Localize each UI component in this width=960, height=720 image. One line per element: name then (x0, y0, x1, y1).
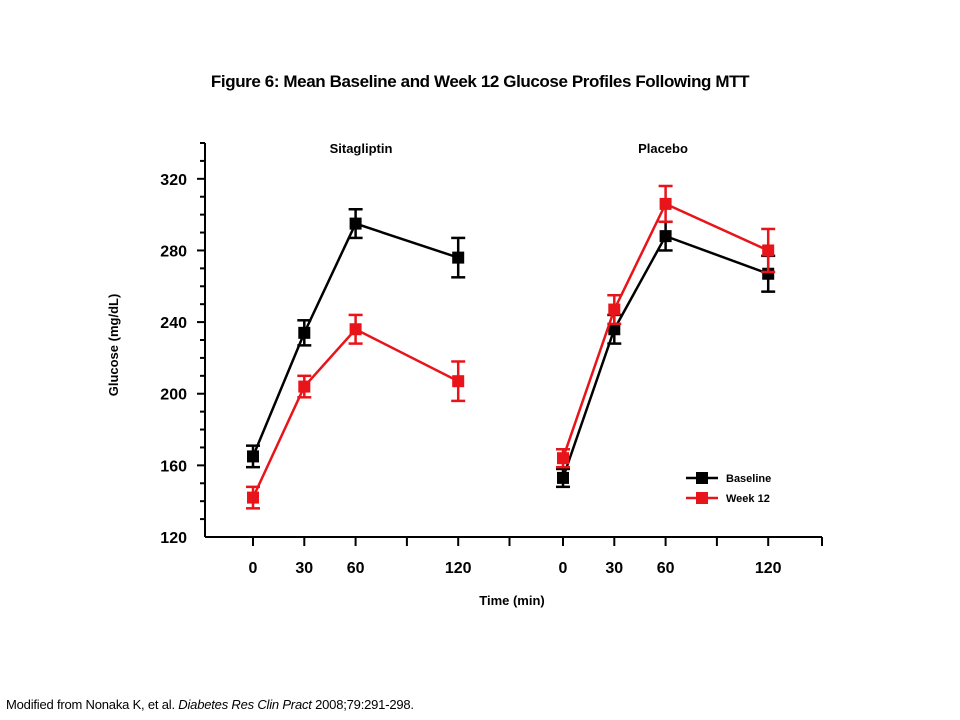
data-point-marker (452, 251, 465, 264)
citation: Modified from Nonaka K, et al. Diabetes … (6, 697, 414, 712)
data-point-marker (247, 450, 259, 463)
citation-prefix: Modified from Nonaka K, et al. (6, 697, 179, 712)
data-point-marker (298, 326, 311, 339)
citation-suffix: 2008;79:291-298. (311, 697, 414, 712)
figure-title: Figure 6: Mean Baseline and Week 12 Gluc… (210, 72, 750, 91)
y-tick-label: 240 (160, 315, 187, 332)
y-tick-label: 320 (160, 172, 187, 189)
series-line-baseline (561, 234, 769, 479)
x-tick-label: 30 (295, 560, 313, 577)
y-axis-title: Glucose (mg/dL) (106, 294, 121, 397)
x-tick-label: 30 (605, 560, 623, 577)
y-tick-label: 120 (160, 530, 187, 547)
y-tick-label: 200 (160, 387, 187, 404)
legend-label: Week 12 (726, 493, 770, 505)
data-point-marker (608, 323, 621, 336)
series-line-baseline (251, 222, 459, 457)
y-tick-label: 160 (160, 458, 187, 475)
citation-journal: Diabetes Res Clin Pract (178, 697, 312, 712)
x-tick-label: 60 (347, 560, 365, 577)
x-tick-label: 60 (657, 560, 675, 577)
data-point-marker (452, 375, 465, 388)
x-tick-label: 120 (445, 560, 472, 577)
legend-marker (696, 472, 708, 484)
x-tick-label: 0 (249, 560, 258, 577)
data-point-marker (557, 452, 569, 465)
glucose-chart: 120 160 200 240 280 320 Glucose (mg/dL) 0 30 60 12… (106, 141, 823, 608)
panel-title-placebo: Placebo (638, 141, 688, 156)
data-point-marker (659, 230, 672, 243)
data-point-marker (608, 303, 621, 316)
data-point-marker (349, 323, 362, 336)
data-point-marker (298, 380, 311, 393)
data-point-marker (557, 471, 569, 484)
data-point-marker (349, 217, 362, 230)
x-axis-title: Time (min) (479, 593, 545, 608)
panel-title-sitagliptin: Sitagliptin (330, 141, 393, 156)
legend-label: Baseline (726, 473, 771, 485)
data-point-marker (659, 197, 672, 210)
y-tick-label: 280 (160, 243, 187, 260)
data-point-marker (247, 491, 259, 504)
series-line-week-12 (561, 202, 769, 459)
x-tick-label: 120 (755, 560, 782, 577)
series-line-week-12 (251, 327, 459, 499)
data-point-marker (762, 244, 775, 257)
legend-marker (696, 492, 708, 504)
x-tick-label: 0 (559, 560, 568, 577)
